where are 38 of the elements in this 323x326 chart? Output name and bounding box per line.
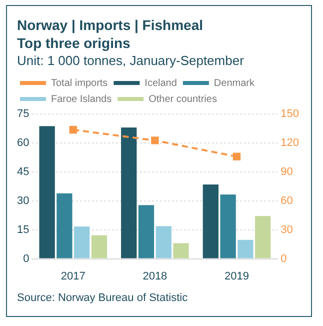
- bar: [220, 194, 236, 258]
- y-tick-label: 0: [23, 252, 30, 265]
- y2-tick-label: 0: [280, 252, 287, 265]
- legend-label: Iceland: [144, 78, 177, 89]
- bar: [255, 216, 271, 258]
- y2-tick-label: 60: [280, 194, 293, 207]
- x-tick-label: 2017: [60, 270, 86, 282]
- y-tick-label: 30: [16, 194, 30, 207]
- y2-tick-label: 90: [280, 166, 293, 178]
- bar: [202, 184, 218, 258]
- point: [69, 126, 77, 134]
- y2-tick-label: 120: [280, 136, 300, 149]
- bar: [138, 205, 154, 258]
- y-tick-label: 60: [16, 136, 30, 149]
- legend-label: Total imports: [51, 78, 108, 89]
- point: [151, 136, 159, 144]
- bar: [91, 235, 108, 258]
- chart-title: Norway | Imports | Fishmeal: [17, 17, 203, 33]
- bar: [238, 240, 254, 258]
- legend-label: Other countries: [148, 94, 217, 105]
- bar: [173, 243, 189, 258]
- chart-subtitle: Top three origins Unit: 1 000 tonnes, January-September: [17, 35, 244, 69]
- bar: [156, 226, 172, 258]
- bar: [74, 226, 90, 258]
- bar: [56, 193, 72, 258]
- source-note: Source: Norway Bureau of Statistic: [17, 292, 188, 304]
- y2-tick-label: 30: [280, 224, 293, 236]
- point: [232, 152, 241, 160]
- x-tick-label: 2019: [224, 270, 249, 282]
- y-tick-label: 45: [16, 166, 30, 178]
- y-tick-label: 75: [16, 108, 30, 120]
- x-tick-label: 2018: [142, 270, 168, 282]
- bar: [121, 128, 137, 258]
- y2-tick-label: 150: [280, 108, 300, 120]
- bar: [39, 126, 55, 258]
- y-tick-label: 15: [16, 224, 30, 236]
- legend-label: Faroe Islands: [51, 94, 112, 105]
- legend-label: Denmark: [214, 78, 256, 89]
